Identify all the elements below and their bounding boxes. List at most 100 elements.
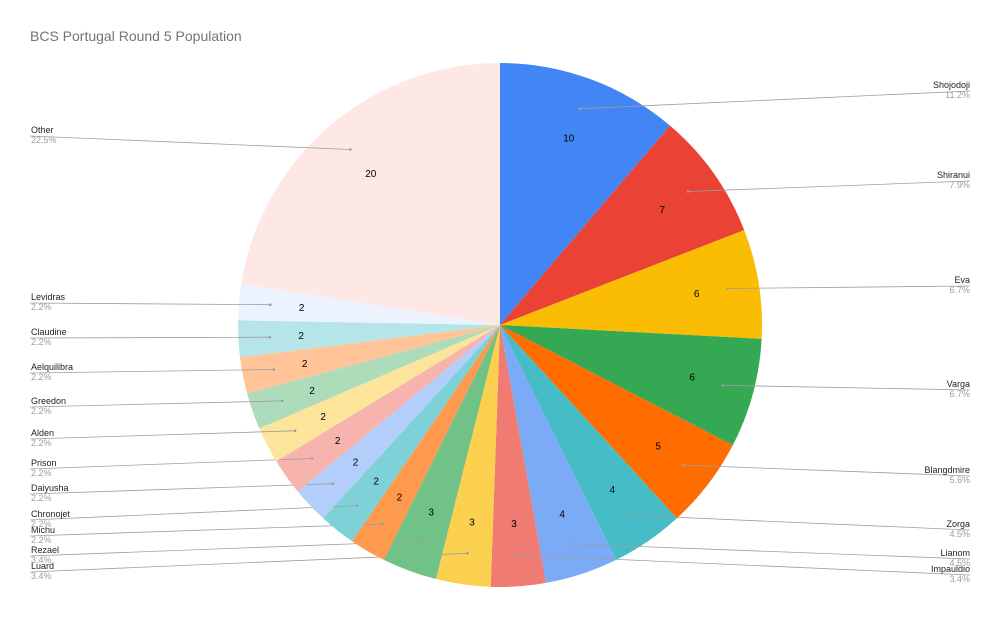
slice-value-lianom: 4 [559, 510, 565, 521]
pie-slice-levidras [238, 283, 501, 325]
callout-percent-greedon: 2.2% [31, 406, 52, 416]
pie-slice-shiranui [500, 125, 745, 326]
slice-value-varga: 6 [689, 373, 695, 384]
callout-dot-claudine [268, 335, 272, 339]
callout-label-lianom: Lianom [940, 548, 970, 558]
callout-line-rezael [29, 540, 421, 557]
callout-percent-aelquilibra: 2.2% [31, 372, 52, 382]
callout-dot-shojodoji [578, 107, 581, 110]
callout-percent-prison: 2.2% [31, 468, 52, 478]
callout-percent-eva: 6.7% [949, 285, 970, 295]
callout-percent-levidras: 2.2% [31, 302, 52, 312]
callout-percent-luard: 3.4% [31, 571, 52, 581]
slice-value-eva: 6 [694, 289, 700, 300]
pie-slice-rezael [383, 325, 500, 580]
callout-percent-rezael: 3.4% [31, 555, 52, 565]
callout-dot-luard [466, 552, 469, 555]
callout-dot-alden [293, 429, 297, 433]
slice-value-claudine: 2 [298, 331, 304, 342]
callout-percent-daiyusha: 2.2% [31, 493, 52, 503]
callout-line-aelquilibra [29, 369, 274, 374]
callout-label-blangdmire: Blangdmire [924, 465, 970, 475]
pie-slice-lianom [500, 325, 617, 583]
callout-label-impauldio: Impauldio [931, 564, 970, 574]
slice-value-michu: 2 [397, 492, 403, 503]
callout-percent-claudine: 2.2% [31, 337, 52, 347]
callout-percent-impauldio: 3.4% [949, 574, 970, 584]
slice-value-alden: 2 [320, 412, 326, 423]
callout-dot-eva [726, 287, 729, 290]
callout-line-levidras [29, 302, 271, 306]
slice-value-prison: 2 [335, 436, 341, 447]
slice-value-greedon: 2 [309, 386, 315, 397]
callout-label-alden: Alden [31, 428, 54, 438]
pie-slice-claudine [237, 320, 500, 358]
callout-dot-michu [382, 522, 385, 526]
slice-value-aelquilibra: 2 [302, 359, 308, 370]
callout-label-prison: Prison [31, 458, 57, 468]
callout-percent-michu: 2.2% [31, 535, 52, 545]
chart-title: BCS Portugal Round 5 Population [30, 28, 242, 44]
callout-dot-daiyusha [331, 482, 335, 486]
callout-label-greedon: Greedon [31, 396, 66, 406]
callout-line-other [29, 135, 351, 150]
callout-dot-zorga [628, 514, 632, 517]
pie-slice-luard [435, 325, 500, 587]
callout-label-claudine: Claudine [31, 327, 67, 337]
callout-line-lianom [571, 543, 971, 560]
callout-dot-varga [721, 384, 724, 387]
callout-percent-blangdmire: 5.6% [949, 475, 970, 485]
callout-label-varga: Varga [947, 379, 970, 389]
callout-label-other: Other [31, 125, 54, 135]
callout-percent-chronojet: 2.2% [31, 519, 52, 529]
callout-label-luard: Luard [31, 561, 54, 571]
slice-value-other: 20 [365, 169, 377, 180]
slice-value-shiranui: 7 [660, 205, 666, 216]
callout-line-varga [722, 384, 971, 391]
callout-dot-other [349, 148, 352, 151]
callout-line-chronojet [29, 505, 357, 521]
callout-dot-rezael [419, 540, 422, 543]
callout-label-daiyusha: Daiyusha [31, 483, 69, 493]
slice-value-zorga: 4 [610, 485, 616, 496]
callout-line-alden [29, 430, 296, 440]
callout-dot-greedon [281, 399, 284, 403]
callout-line-impauldio [516, 554, 971, 576]
pie-slice-prison [276, 325, 500, 492]
pie-slice-eva [500, 230, 762, 339]
callout-percent-other: 22.5% [31, 135, 57, 145]
callout-percent-alden: 2.2% [31, 438, 52, 448]
pie-slice-varga [500, 325, 762, 446]
callout-line-blangdmire [683, 464, 971, 477]
callout-line-michu [29, 523, 384, 537]
slice-value-blangdmire: 5 [655, 442, 661, 453]
callout-line-daiyusha [29, 483, 333, 495]
callout-dot-shiranui [686, 190, 690, 193]
callout-dot-aelquilibra [272, 368, 276, 371]
pie-slice-daiyusha [297, 325, 500, 519]
callout-label-zorga: Zorga [946, 519, 970, 529]
pie-slice-other [241, 63, 501, 325]
pie-slice-zorga [500, 325, 677, 560]
callout-percent-shiranui: 7.9% [949, 180, 970, 190]
pie-slice-aelquilibra [240, 325, 500, 394]
slice-value-chronojet: 2 [373, 477, 379, 488]
callout-label-chronojet: Chronojet [31, 509, 71, 519]
callout-percent-lianom: 4.5% [949, 558, 970, 568]
pie-slice-michu [352, 325, 500, 560]
callout-line-shiranui [687, 180, 971, 192]
callout-dot-chronojet [355, 504, 359, 507]
callout-label-shojodoji: Shojodoji [933, 80, 970, 90]
pie-slice-chronojet [323, 325, 500, 542]
slice-value-shojodoji: 10 [563, 134, 575, 145]
callout-label-shiranui: Shiranui [937, 170, 970, 180]
callout-label-levidras: Levidras [31, 292, 66, 302]
slice-value-impauldio: 3 [511, 519, 517, 530]
callout-dot-lianom [570, 542, 574, 546]
slice-value-levidras: 2 [299, 303, 305, 314]
pie-slice-impauldio [490, 325, 546, 588]
pie-slice-blangdmire [500, 325, 733, 519]
callout-percent-shojodoji: 11.2% [945, 90, 970, 100]
callout-line-eva [727, 285, 971, 289]
